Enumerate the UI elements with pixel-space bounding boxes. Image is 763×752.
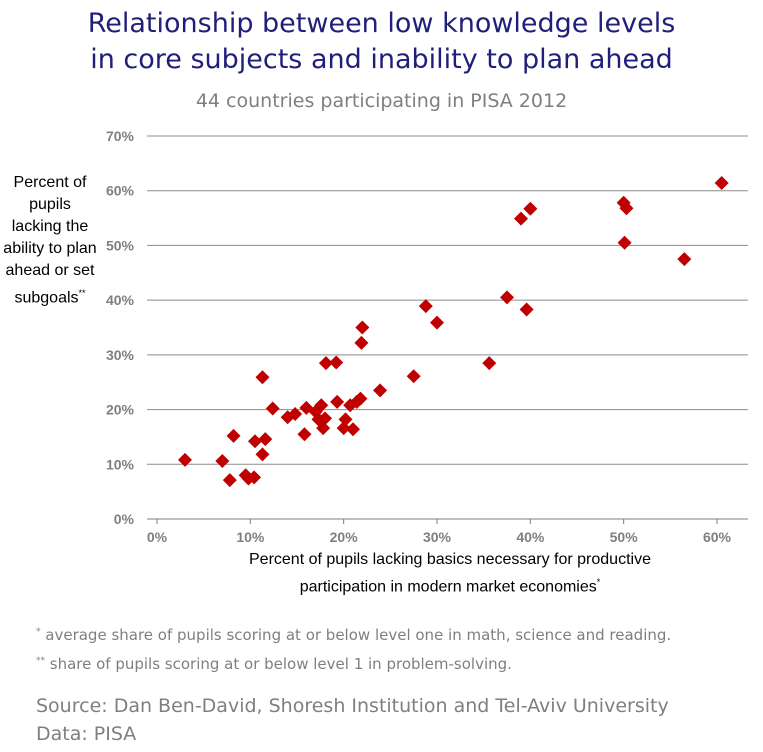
data-point [346, 422, 360, 437]
x-tick-label: 30% [423, 529, 452, 545]
data-point [314, 398, 329, 413]
y-tick-label: 0% [114, 511, 135, 527]
data-point [406, 369, 421, 384]
x-tick-label: 40% [516, 529, 545, 545]
y-axis-label-mark: ** [78, 288, 86, 298]
y-tick-label: 50% [106, 237, 135, 253]
data-point [318, 411, 332, 426]
chart-subtitle: 44 countries participating in PISA 2012 [195, 90, 568, 112]
data-point [714, 176, 729, 191]
data-point [265, 401, 280, 416]
data-points [178, 176, 729, 488]
data-point [338, 412, 353, 427]
data-point [215, 454, 230, 469]
data-point [255, 447, 270, 462]
chart-title-line-1: Relationship between low knowledge level… [87, 8, 676, 39]
x-axis-label-line-2: participation in modern market economies… [150, 571, 750, 598]
x-tick-label: 50% [610, 529, 639, 545]
grid-lines [147, 135, 748, 520]
data-point [355, 320, 370, 335]
chart-title-line-2: in core subjects and inability to plan a… [90, 44, 673, 75]
y-tick-label: 40% [106, 292, 135, 308]
data-point [482, 356, 497, 371]
data-source-line: Data: PISA [36, 723, 137, 745]
footnote-2-text: share of pupils scoring at or below leve… [45, 655, 512, 673]
data-point [354, 335, 369, 350]
data-point [330, 394, 345, 409]
x-tick-label: 0% [147, 529, 168, 545]
data-point [248, 434, 262, 449]
x-axis-label-line-1: Percent of pupils lacking basics necessa… [249, 551, 651, 568]
chart-title: Relationship between low knowledge level… [0, 6, 763, 78]
data-point [247, 470, 262, 485]
data-point [258, 432, 273, 447]
data-point [617, 235, 632, 250]
data-point [677, 252, 692, 267]
footnote-1-text: average share of pupils scoring at or be… [40, 626, 672, 644]
y-axis-label: Percent of pupils lacking the ability to… [2, 172, 98, 309]
data-point [329, 355, 344, 370]
footnote-1-mark: * [36, 627, 41, 637]
footnote-2-mark: ** [36, 656, 45, 666]
y-tick-label: 60% [106, 183, 135, 199]
data-point [297, 427, 312, 442]
data-point [255, 370, 270, 385]
data-point [178, 452, 192, 467]
y-tick-label: 20% [106, 402, 135, 418]
x-axis-label: Percent of pupils lacking basics necessa… [150, 549, 750, 598]
y-tick-label: 30% [106, 347, 135, 363]
x-axis-label-mark: * [596, 577, 601, 587]
x-tick-labels: 0% 10% 20% 30% 40% 50% 60% [147, 519, 732, 545]
y-axis-label-text: Percent of pupils lacking the ability to… [3, 174, 97, 307]
data-point [318, 356, 333, 371]
y-tick-label: 10% [106, 456, 135, 472]
data-point [288, 406, 303, 421]
data-point [523, 201, 538, 216]
footnote-2: ** share of pupils scoring at or below l… [36, 655, 512, 673]
data-point [353, 391, 368, 406]
data-point [316, 421, 331, 436]
x-tick-label: 20% [330, 529, 359, 545]
x-axis-label-line-2-text: participation in modern market economies [299, 578, 597, 596]
data-point [222, 473, 237, 488]
data-point [619, 201, 634, 216]
data-point [373, 383, 388, 398]
source-line: Source: Dan Ben-David, Shoresh Instituti… [36, 695, 669, 717]
x-tick-label: 10% [236, 529, 265, 545]
data-point [226, 428, 241, 443]
x-tick-label: 60% [703, 529, 732, 545]
y-tick-labels: 0% 10% 20% 30% 40% 50% 60% 70% [106, 128, 135, 527]
data-point [500, 290, 514, 305]
y-tick-label: 70% [106, 128, 135, 144]
data-point [430, 315, 444, 330]
data-point [514, 211, 528, 226]
data-point [418, 299, 433, 314]
data-point [519, 302, 534, 317]
footnote-1: * average share of pupils scoring at or … [36, 626, 671, 644]
